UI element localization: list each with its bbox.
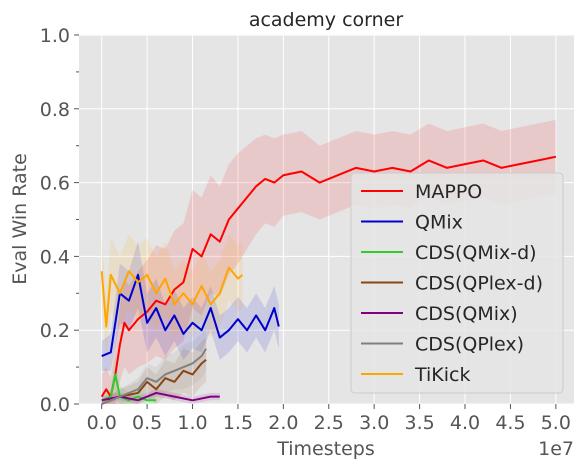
legend-label: CDS(QPlex) [415,334,524,356]
series-line-6 [100,266,244,328]
y-tick-label: 0.8 [40,99,70,121]
band-3 [101,337,207,404]
y-tick-labels: 0.0 0.2 0.4 0.6 0.8 1.0 [40,25,79,416]
y-tick-label: 0.2 [40,320,70,342]
x-tick-label: 4.0 [450,412,480,434]
band-5 [101,326,207,404]
x-tick-label: 5.0 [541,412,571,434]
legend-label: CDS(QPlex-d) [415,273,543,295]
legend-label: TiKick [414,364,471,386]
series-lines [100,155,557,405]
x-tick-labels: 0.0 0.5 1.0 1.5 2.0 2.5 3.0 3.5 4.0 4.5 5.0 [87,404,571,434]
y-tick-label: 0.6 [40,173,70,195]
legend-box [350,172,564,394]
series-line-4 [101,391,220,402]
y-tick-label: 1.0 [40,25,70,47]
x-tick-label: 4.5 [495,412,525,434]
y-tick-label: 0.4 [40,246,70,268]
y-tick-label: 0.0 [40,394,70,416]
x-axis-label: Timesteps [276,438,375,460]
band-1 [101,241,279,371]
y-axis-label: Eval Win Rate [9,153,31,285]
series-line-5 [101,348,208,405]
chart-title: academy corner [249,9,404,31]
legend-label: CDS(QMix-d) [415,242,537,264]
legend-label: MAPPO [415,181,482,203]
legend-label: QMix [415,212,463,234]
x-offset-label: 1e7 [538,438,574,460]
x-tick-label: 3.5 [404,412,434,434]
x-tick-label: 1.0 [177,412,207,434]
x-tick-label: 0.5 [132,412,162,434]
x-tick-label: 2.5 [314,412,344,434]
x-tick-label: 3.0 [359,412,389,434]
series-line-1 [101,273,280,357]
x-tick-label: 0.0 [87,412,117,434]
series-line-3 [101,358,207,405]
legend: MAPPO QMix CDS(QMix-d) CDS(QPlex-d) CDS(QMix… [350,172,564,394]
legend-label: CDS(QMix) [415,303,518,325]
x-tick-label: 2.0 [268,412,298,434]
x-tick-label: 1.5 [223,412,253,434]
series-line-0 [100,155,557,398]
